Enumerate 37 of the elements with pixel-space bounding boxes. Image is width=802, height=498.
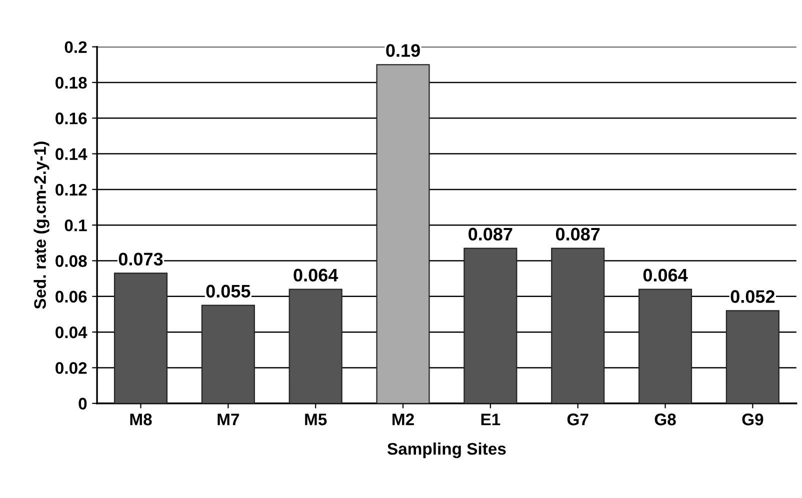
bar — [551, 248, 605, 404]
data-label: 0.087 — [556, 228, 600, 241]
x-tick-label: G8 — [654, 414, 676, 426]
y-tick-label: 0.14 — [56, 148, 88, 160]
y-tick-label: 0.18 — [56, 76, 87, 89]
y-tick-label: 0.16 — [56, 112, 87, 124]
y-tick-label: 0 — [78, 398, 87, 410]
y-tick-label: 0.08 — [56, 255, 87, 267]
y-tick-label: 0.1 — [64, 219, 87, 232]
y-tick-label: 0.2 — [64, 41, 87, 54]
data-label: 0.087 — [468, 228, 512, 241]
x-tick-label: M5 — [305, 414, 327, 426]
data-label: 0.073 — [118, 252, 163, 266]
x-tick-label: M2 — [392, 414, 414, 426]
data-label: 0.055 — [206, 284, 250, 298]
bar — [288, 288, 342, 404]
data-label: 0.064 — [643, 268, 688, 282]
data-label: 0.064 — [294, 268, 338, 282]
data-label: 0.19 — [386, 44, 420, 57]
bar — [464, 248, 518, 404]
y-tick-label: 0.04 — [56, 326, 88, 338]
y-tick-label: 0.06 — [56, 290, 87, 303]
bar — [726, 310, 780, 404]
bar — [638, 288, 692, 404]
x-tick-label: M7 — [218, 414, 240, 426]
y-tick-label: 0.02 — [56, 362, 87, 374]
bar — [114, 272, 168, 404]
x-axis-title: Sampling Sites — [387, 442, 506, 458]
x-tick-label: M8 — [130, 414, 152, 426]
data-label: 0.052 — [730, 290, 775, 303]
x-tick-label: G9 — [742, 414, 764, 426]
bar — [201, 304, 255, 404]
bar — [376, 64, 430, 404]
y-tick-label: 0.12 — [56, 184, 87, 196]
x-tick-label: G7 — [567, 414, 588, 426]
y-axis-title: Sed. rate (g.cm-2.y-1) — [34, 142, 50, 309]
x-tick-label: E1 — [481, 414, 500, 426]
